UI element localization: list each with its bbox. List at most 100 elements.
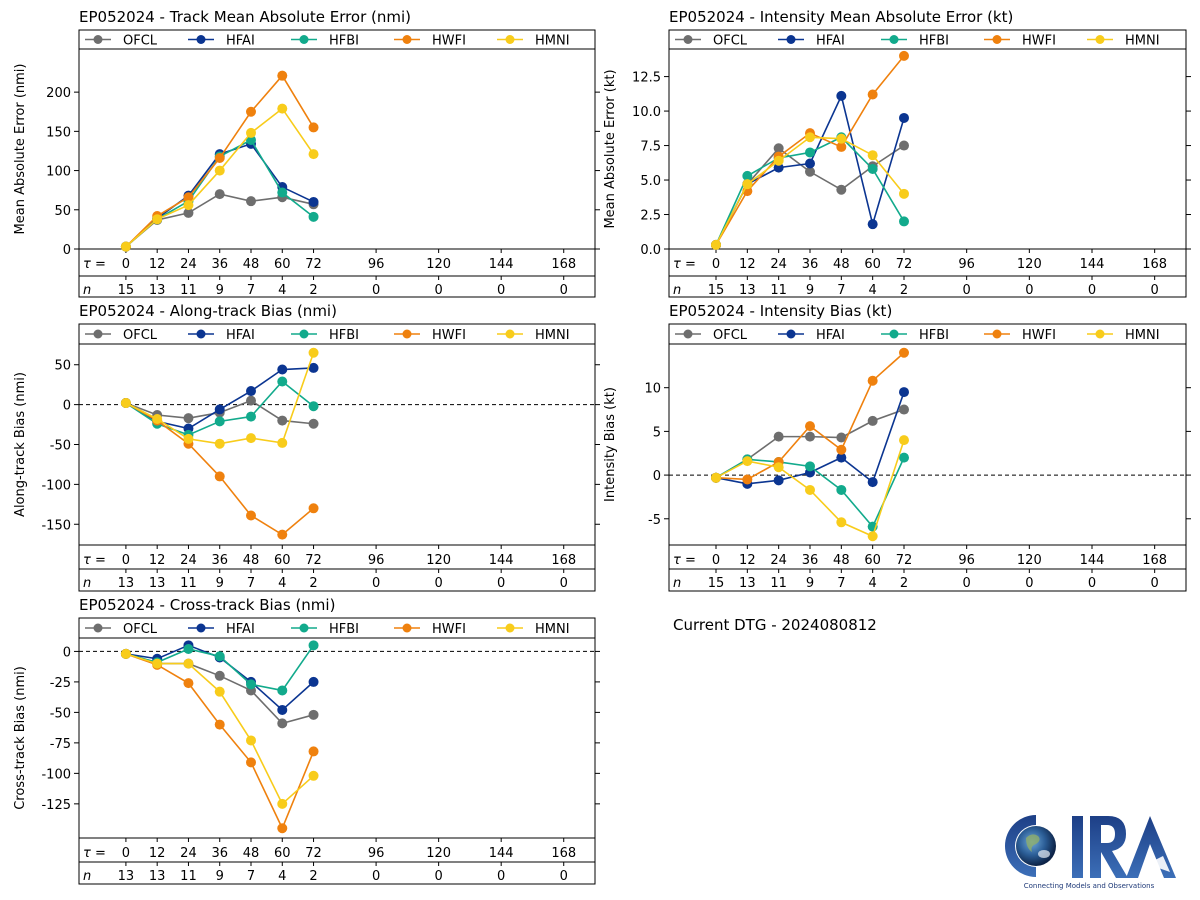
data-point xyxy=(277,415,288,426)
x-tick-label: 60 xyxy=(274,846,291,861)
data-point xyxy=(246,510,256,521)
data-point xyxy=(899,387,909,398)
y-axis-label: Cross-track Bias (nmi) xyxy=(13,666,28,810)
n-count-label: 4 xyxy=(869,576,877,591)
n-count-label: 9 xyxy=(216,869,224,884)
x-tick-label: 24 xyxy=(180,846,197,861)
x-tick-label: 0 xyxy=(712,257,720,272)
y-tick-label: 200 xyxy=(46,86,71,101)
n-count-label: 2 xyxy=(309,576,317,591)
legend-marker-hfbi xyxy=(299,329,309,339)
n-count-label: 13 xyxy=(739,283,756,298)
data-point xyxy=(711,239,721,250)
legend-marker-hfai xyxy=(786,35,796,44)
x-tick-label: 0 xyxy=(122,553,130,568)
data-point xyxy=(899,435,909,446)
chart-cross-track-bias: EP052024 - Cross-track Bias (nmi) OFCL HFA… xyxy=(13,596,600,885)
x-tick-label: 144 xyxy=(1080,553,1105,568)
chart-intensity-mae: EP052024 - Intensity Mean Absolute Error… xyxy=(603,8,1191,298)
x-tick-label: 60 xyxy=(864,553,881,568)
data-point xyxy=(183,192,194,203)
x-tick-label: 96 xyxy=(958,553,975,568)
n-count-label: 7 xyxy=(837,283,845,298)
x-tick-label: 24 xyxy=(180,257,197,272)
n-count-label: 0 xyxy=(560,283,568,298)
n-label: n xyxy=(83,283,91,298)
data-point xyxy=(836,141,847,152)
plot-frame xyxy=(668,29,1187,298)
x-tick-label: 12 xyxy=(149,846,166,861)
n-count-label: 2 xyxy=(309,283,317,298)
data-point xyxy=(308,418,319,429)
logo-letter-c xyxy=(1004,815,1036,877)
data-point xyxy=(308,503,319,514)
n-count-label: 0 xyxy=(497,283,505,298)
y-tick-label: 150 xyxy=(46,125,71,140)
n-count-label: 13 xyxy=(149,576,166,591)
data-point xyxy=(308,347,319,358)
x-tick-label: 168 xyxy=(1142,257,1167,272)
legend-label-hwfi: HWFI xyxy=(1022,328,1056,343)
legend-marker-hwfi xyxy=(992,35,1002,44)
legend-label-ofcl: OFCL xyxy=(713,34,748,49)
data-point xyxy=(183,678,194,689)
n-count-label: 11 xyxy=(770,576,787,591)
y-tick-label: 0 xyxy=(63,243,71,258)
n-count-label: 0 xyxy=(497,576,505,591)
x-tick-label: 96 xyxy=(368,553,385,568)
legend-label-ofcl: OFCL xyxy=(713,328,748,343)
data-point xyxy=(214,686,225,697)
data-point xyxy=(246,386,256,397)
x-tick-label: 60 xyxy=(864,257,881,272)
data-point xyxy=(277,364,288,375)
n-count-label: 0 xyxy=(434,283,442,298)
data-point xyxy=(308,640,319,651)
y-tick-label: 10.0 xyxy=(632,105,661,120)
n-count-label: 11 xyxy=(180,869,197,884)
data-point xyxy=(183,207,194,218)
data-point xyxy=(836,484,847,495)
plot-frame xyxy=(78,617,596,885)
data-point xyxy=(308,770,319,781)
n-count-label: 7 xyxy=(247,869,255,884)
data-point xyxy=(899,216,909,227)
legend-marker-ofcl xyxy=(683,329,693,339)
legend-marker-ofcl xyxy=(93,623,103,633)
legend-label-ofcl: OFCL xyxy=(123,622,158,637)
n-count-label: 0 xyxy=(963,576,971,591)
data-point xyxy=(805,431,815,442)
legend: OFCL HFAI HFBI HWFI HMNI xyxy=(675,34,1160,49)
legend-label-hmni: HMNI xyxy=(535,34,570,49)
data-point xyxy=(183,200,194,211)
data-point xyxy=(246,127,256,138)
y-tick-label: 0 xyxy=(63,399,71,414)
n-count-label: 0 xyxy=(963,283,971,298)
x-tick-label: 96 xyxy=(368,846,385,861)
n-count-label: 11 xyxy=(770,283,787,298)
n-label: n xyxy=(83,576,91,591)
legend-label-hfbi: HFBI xyxy=(919,34,949,49)
y-tick-label: -150 xyxy=(41,518,71,533)
n-count-label: 13 xyxy=(118,869,135,884)
n-count-label: 0 xyxy=(1151,283,1159,298)
y-tick-label: 7.5 xyxy=(640,140,661,155)
x-tick-label: 24 xyxy=(770,257,787,272)
data-point xyxy=(277,704,288,715)
data-point xyxy=(805,147,815,158)
x-tick-label: 72 xyxy=(896,257,913,272)
legend-marker-hmni xyxy=(505,329,515,339)
n-count-label: 0 xyxy=(1025,576,1033,591)
x-tick-label: 36 xyxy=(211,846,228,861)
data-point xyxy=(152,214,163,225)
data-point xyxy=(308,746,319,757)
data-point xyxy=(214,651,225,662)
n-count-label: 4 xyxy=(278,576,286,591)
x-tick-label: 72 xyxy=(305,846,322,861)
x-tick-label: 48 xyxy=(243,846,260,861)
legend-marker-hfai xyxy=(786,329,796,339)
data-point xyxy=(867,89,878,100)
data-point xyxy=(183,658,194,669)
data-point xyxy=(246,679,256,690)
series-hmni xyxy=(120,648,319,809)
legend-label-hmni: HMNI xyxy=(1125,34,1160,49)
